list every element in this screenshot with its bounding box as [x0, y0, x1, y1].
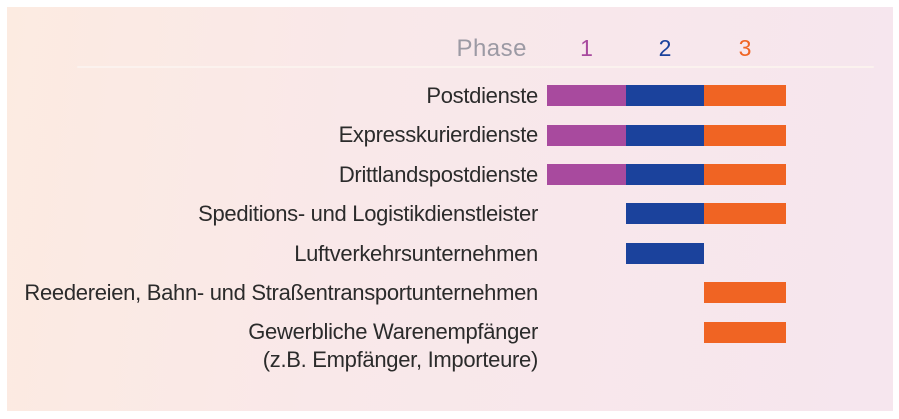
row-label-line1: Reedereien, Bahn- und Straßentransportun… — [24, 280, 538, 306]
row-label: Expresskurierdienste — [7, 115, 547, 154]
bar-offset — [547, 322, 704, 343]
row-label: Gewerbliche Warenempfänger (z.B. Empfänge… — [7, 312, 547, 372]
phase-header: Phase 1 2 3 — [7, 35, 893, 63]
bar-offset — [547, 203, 626, 224]
chart-row: Speditions- und Logistikdienstleister — [7, 194, 893, 233]
row-label-line1: Gewerbliche Warenempfänger — [248, 319, 538, 345]
bar-track — [547, 273, 786, 304]
header-divider — [77, 66, 874, 68]
bar-offset — [547, 243, 626, 264]
bar-track — [547, 76, 786, 107]
bar-track — [547, 155, 786, 185]
phase-1-label: 1 — [580, 35, 593, 61]
phase-header-label: Phase — [456, 35, 527, 62]
chart-row: Drittlandspostdienste — [7, 155, 893, 194]
phase-2-bar-segment — [626, 164, 704, 185]
chart-row: Expresskurierdienste — [7, 115, 893, 154]
phase-2-label: 2 — [658, 35, 672, 61]
row-label: Drittlandspostdienste — [7, 155, 547, 194]
row-label: Reedereien, Bahn- und Straßentransportun… — [7, 273, 547, 312]
phase-1-bar-segment — [547, 85, 626, 107]
bar-offset — [547, 282, 704, 303]
bar-track — [547, 194, 786, 225]
chart-row: Reedereien, Bahn- und Straßentransportun… — [7, 273, 893, 312]
phase-3-bar-segment — [704, 124, 786, 146]
chart-row: Postdienste — [7, 76, 893, 115]
bar-track — [547, 312, 786, 343]
row-label-line1: Postdienste — [426, 83, 538, 108]
phase-3-bar-segment — [704, 85, 786, 107]
phase-1-bar-segment — [547, 164, 626, 185]
chart-panel: Phase 1 2 3 Postdienste Expresskurierdien… — [7, 7, 893, 411]
phase-2-bar-segment — [626, 124, 704, 146]
phase-3-label: 3 — [738, 35, 752, 61]
row-label-line1: Speditions- und Logistikdienstleister — [198, 201, 538, 227]
phase-2-bar-segment — [626, 242, 704, 264]
phase-3-bar-segment — [704, 282, 786, 304]
phase-1-bar-segment — [547, 124, 626, 146]
chart-row: Luftverkehrsunternehmen — [7, 234, 893, 273]
chart-rows: Postdienste Expresskurierdienste Drittland… — [7, 76, 893, 373]
phase-3-bar-segment — [704, 321, 786, 343]
row-label-line1: Expresskurierdienste — [338, 122, 539, 148]
phase-3-bar-segment — [704, 164, 786, 185]
row-label-line1: Luftverkehrsunternehmen — [294, 240, 538, 266]
phase-2-bar-segment — [626, 85, 704, 107]
row-label: Postdienste — [7, 76, 547, 115]
phase-2-bar-segment — [626, 203, 704, 225]
row-label: Luftverkehrsunternehmen — [7, 234, 547, 273]
phase-3-bar-segment — [704, 203, 786, 225]
phase-number-row: 1 2 3 — [547, 35, 786, 62]
bar-track — [547, 234, 786, 264]
bar-track — [547, 115, 786, 146]
row-label-line1: Drittlandspostdienste — [338, 161, 538, 187]
chart-row: Gewerbliche Warenempfänger (z.B. Empfänge… — [7, 312, 893, 372]
row-label-line2: (z.B. Empfänger, Importeure) — [262, 346, 539, 372]
row-label: Speditions- und Logistikdienstleister — [7, 194, 547, 233]
